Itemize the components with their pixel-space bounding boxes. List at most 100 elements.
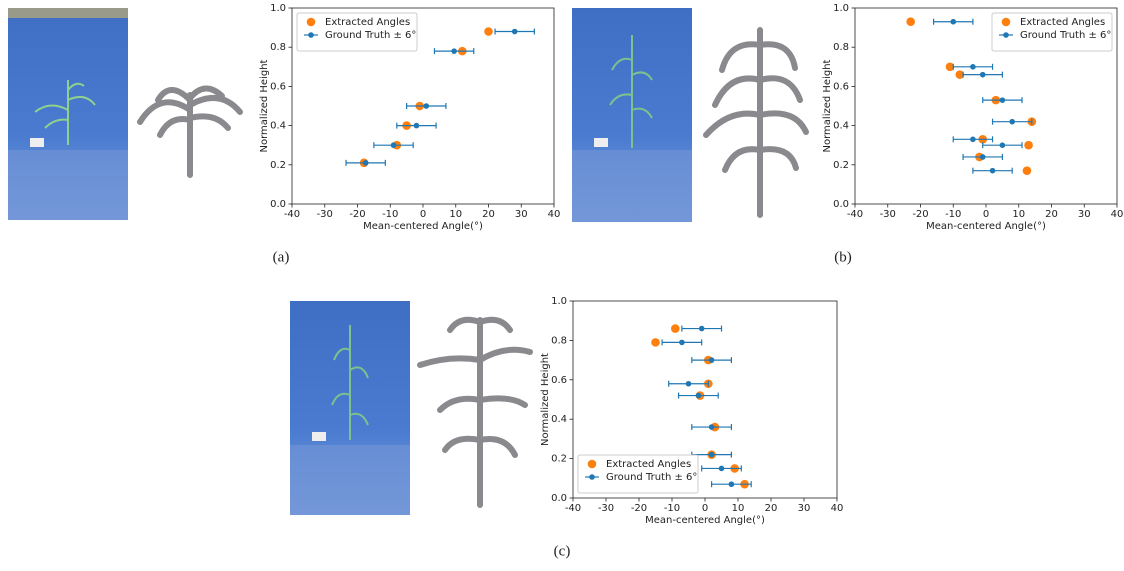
point xyxy=(945,62,955,72)
y-tick-label: 0.2 xyxy=(833,160,849,171)
plant-model xyxy=(417,316,533,508)
legend-label: Extracted Angles xyxy=(606,459,691,470)
y-tick-label: 0.8 xyxy=(551,335,567,346)
point xyxy=(423,103,430,109)
x-tick-label: -30 xyxy=(317,209,333,220)
legend-marker xyxy=(589,474,595,480)
x-tick-label: -30 xyxy=(880,209,896,220)
y-axis-label: Normalized Height xyxy=(540,353,551,446)
plant-photo xyxy=(572,8,692,222)
y-tick-label: 0.8 xyxy=(270,42,286,53)
point xyxy=(671,324,680,333)
point xyxy=(979,71,986,78)
legend-label: Ground Truth ± 6° xyxy=(606,472,697,483)
legend-marker xyxy=(1001,17,1011,27)
plant-model xyxy=(703,27,809,218)
x-tick-label: 40 xyxy=(831,503,844,514)
y-tick-label: 0.4 xyxy=(551,414,567,425)
point xyxy=(728,481,735,488)
x-tick-label: -40 xyxy=(565,503,581,514)
y-tick-label: 0.6 xyxy=(551,375,567,386)
y-tick-label: 0.0 xyxy=(270,199,286,210)
x-tick-label: -10 xyxy=(945,209,961,220)
legend-label: Ground Truth ± 6° xyxy=(325,30,416,41)
x-tick-label: 30 xyxy=(515,209,528,220)
legend-label: Ground Truth ± 6° xyxy=(1020,30,1111,41)
legend-label: Extracted Angles xyxy=(1020,17,1105,28)
x-axis-label: Mean-centered Angle(°) xyxy=(363,221,483,232)
caption: (a) xyxy=(273,249,290,265)
x-tick-label: -40 xyxy=(847,209,863,220)
point xyxy=(390,142,397,148)
x-axis-label: Mean-centered Angle(°) xyxy=(645,515,765,526)
y-tick-label: 1.0 xyxy=(551,296,567,307)
y-tick-label: 0.2 xyxy=(270,160,286,171)
point xyxy=(362,160,369,166)
x-tick-label: 0 xyxy=(420,209,426,220)
y-axis-label: Normalized Height xyxy=(259,59,270,152)
point xyxy=(685,380,692,387)
point xyxy=(484,27,493,36)
point xyxy=(511,28,518,35)
point xyxy=(651,338,660,347)
x-tick-label: 30 xyxy=(1078,209,1091,220)
y-tick-label: 0.8 xyxy=(833,42,849,53)
y-tick-label: 0.4 xyxy=(270,121,286,132)
point xyxy=(695,392,702,399)
point xyxy=(708,424,715,430)
point xyxy=(708,451,715,458)
y-tick-label: 0.4 xyxy=(833,121,849,132)
point xyxy=(906,17,915,27)
y-axis-label: Normalized Height xyxy=(822,59,833,152)
x-tick-label: -10 xyxy=(382,209,398,220)
point xyxy=(413,122,420,129)
point xyxy=(679,339,685,346)
x-tick-label: 30 xyxy=(798,503,811,514)
legend-marker xyxy=(306,17,316,27)
point xyxy=(999,97,1006,103)
legend-box xyxy=(577,454,699,494)
y-tick-label: 0.0 xyxy=(551,493,567,504)
x-tick-label: -40 xyxy=(284,209,300,220)
point xyxy=(999,142,1006,148)
point xyxy=(979,154,986,160)
x-tick-label: 10 xyxy=(449,209,462,220)
point xyxy=(1024,140,1033,150)
x-tick-label: -30 xyxy=(598,503,614,514)
plant-photo xyxy=(8,8,128,220)
x-tick-label: 0 xyxy=(702,503,708,514)
caption: (c) xyxy=(554,543,571,559)
x-tick-label: 20 xyxy=(765,503,778,514)
legend-marker xyxy=(308,32,314,38)
x-tick-label: 0 xyxy=(983,209,989,220)
legend-box xyxy=(296,12,418,52)
point xyxy=(718,465,725,472)
plant-photo xyxy=(290,301,410,515)
x-tick-label: -20 xyxy=(912,209,928,220)
plant-model xyxy=(137,85,243,178)
x-tick-label: 40 xyxy=(548,209,561,220)
y-tick-label: 0.2 xyxy=(551,454,567,465)
caption: (b) xyxy=(834,249,852,265)
x-tick-label: -20 xyxy=(349,209,365,220)
legend-marker xyxy=(587,459,597,469)
legend-label: Extracted Angles xyxy=(325,17,410,28)
point xyxy=(451,48,457,54)
x-tick-label: 20 xyxy=(1045,209,1058,220)
y-tick-label: 1.0 xyxy=(833,3,849,14)
point xyxy=(970,136,976,143)
point xyxy=(708,357,715,363)
x-tick-label: 10 xyxy=(732,503,745,514)
y-tick-label: 1.0 xyxy=(270,3,286,14)
point xyxy=(970,64,976,70)
y-tick-label: 0.6 xyxy=(270,81,286,92)
point xyxy=(1022,166,1032,175)
x-tick-label: 20 xyxy=(482,209,495,220)
legend-box xyxy=(991,12,1113,52)
point xyxy=(955,70,965,79)
y-tick-label: 0.0 xyxy=(833,199,849,210)
legend-marker xyxy=(1003,32,1009,38)
x-axis-label: Mean-centered Angle(°) xyxy=(926,221,1046,232)
